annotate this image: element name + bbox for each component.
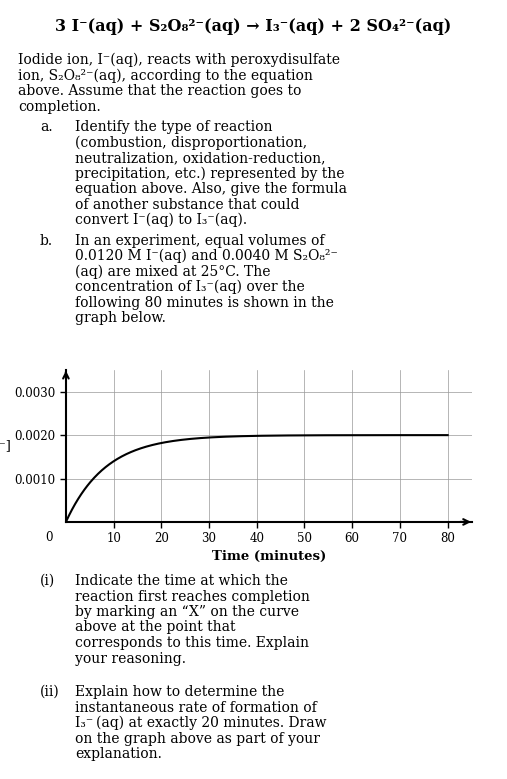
Text: instantaneous rate of formation of: instantaneous rate of formation of (75, 700, 317, 714)
Text: precipitation, etc.) represented by the: precipitation, etc.) represented by the (75, 167, 344, 181)
Text: following 80 minutes is shown in the: following 80 minutes is shown in the (75, 295, 334, 309)
Text: neutralization, oxidation-reduction,: neutralization, oxidation-reduction, (75, 151, 325, 165)
Text: Explain how to determine the: Explain how to determine the (75, 685, 284, 699)
Text: (i): (i) (40, 574, 55, 588)
Text: Identify the type of reaction: Identify the type of reaction (75, 120, 272, 134)
Text: 0: 0 (46, 531, 53, 545)
Text: 3 I⁻(aq) + S₂O₈²⁻(aq) → I₃⁻(aq) + 2 SO₄²⁻(aq): 3 I⁻(aq) + S₂O₈²⁻(aq) → I₃⁻(aq) + 2 SO₄²… (55, 18, 452, 35)
Y-axis label: [I₃⁻]: [I₃⁻] (0, 439, 12, 453)
Text: In an experiment, equal volumes of: In an experiment, equal volumes of (75, 234, 324, 248)
X-axis label: Time (minutes): Time (minutes) (211, 549, 326, 562)
Text: completion.: completion. (18, 100, 101, 114)
Text: I₃⁻ (aq) at exactly 20 minutes. Draw: I₃⁻ (aq) at exactly 20 minutes. Draw (75, 716, 327, 731)
Text: reaction first reaches completion: reaction first reaches completion (75, 590, 310, 604)
Text: above at the point that: above at the point that (75, 621, 235, 635)
Text: on the graph above as part of your: on the graph above as part of your (75, 731, 320, 746)
Text: b.: b. (40, 234, 53, 248)
Text: 0.0120 M I⁻(aq) and 0.0040 M S₂O₈²⁻: 0.0120 M I⁻(aq) and 0.0040 M S₂O₈²⁻ (75, 249, 338, 263)
Text: your reasoning.: your reasoning. (75, 651, 186, 665)
Text: (ii): (ii) (40, 685, 60, 699)
Text: a.: a. (40, 120, 53, 134)
Text: Indicate the time at which the: Indicate the time at which the (75, 574, 288, 588)
Text: above. Assume that the reaction goes to: above. Assume that the reaction goes to (18, 84, 301, 98)
Text: of another substance that could: of another substance that could (75, 198, 300, 212)
Text: convert I⁻(aq) to I₃⁻(aq).: convert I⁻(aq) to I₃⁻(aq). (75, 213, 247, 227)
Text: (combustion, disproportionation,: (combustion, disproportionation, (75, 136, 307, 150)
Text: (aq) are mixed at 25°C. The: (aq) are mixed at 25°C. The (75, 265, 271, 279)
Text: graph below.: graph below. (75, 311, 166, 325)
Text: explanation.: explanation. (75, 747, 162, 761)
Text: Iodide ion, I⁻(aq), reacts with peroxydisulfate: Iodide ion, I⁻(aq), reacts with peroxydi… (18, 53, 340, 68)
Text: by marking an “X” on the curve: by marking an “X” on the curve (75, 605, 299, 619)
Text: equation above. Also, give the formula: equation above. Also, give the formula (75, 182, 347, 196)
Text: concentration of I₃⁻(aq) over the: concentration of I₃⁻(aq) over the (75, 280, 305, 294)
Text: corresponds to this time. Explain: corresponds to this time. Explain (75, 636, 309, 650)
Text: ion, S₂O₈²⁻(aq), according to the equation: ion, S₂O₈²⁻(aq), according to the equati… (18, 69, 313, 83)
